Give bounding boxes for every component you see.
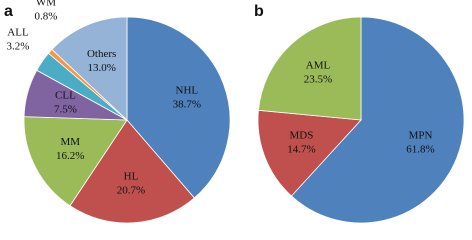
pie-slice xyxy=(290,16,465,224)
slice-label: HL xyxy=(124,170,139,182)
slice-value-label: 7.5% xyxy=(54,104,77,116)
slice-value-label: 38.7% xyxy=(173,98,201,110)
slice-label: WM xyxy=(36,0,56,9)
slice-label: NHL xyxy=(176,84,199,96)
slice-value-label: 3.2% xyxy=(7,41,30,53)
slice-label: ALL xyxy=(7,27,29,39)
slice-value-label: 61.8% xyxy=(406,144,434,156)
slice-value-label: 0.8% xyxy=(35,11,58,23)
panel-label: a xyxy=(4,3,13,20)
slice-value-label: 13.0% xyxy=(87,62,115,74)
slice-label: MM xyxy=(60,136,80,148)
slice-value-label: 20.7% xyxy=(117,184,145,196)
pie-slice xyxy=(257,109,362,197)
slice-label: MDS xyxy=(289,129,313,141)
panel-label: b xyxy=(254,3,264,20)
pie-slice xyxy=(23,116,128,207)
chart: a NHL 38.7% HL 20.7% MM 16.2% CLL 7.5% ALL 3.2% WM 0… xyxy=(4,0,465,224)
pie-slice xyxy=(126,16,231,199)
slice-label: Others xyxy=(87,48,116,60)
slice-label: AML xyxy=(306,59,331,71)
pie-slice xyxy=(258,16,362,121)
slice-value-label: 23.5% xyxy=(304,73,332,85)
slice-value-label: 14.7% xyxy=(287,143,315,155)
slice-value-label: 16.2% xyxy=(56,150,84,162)
pie-slice xyxy=(69,119,195,224)
pie-slice xyxy=(51,16,128,121)
slice-label: CLL xyxy=(55,90,76,102)
slice-label: MPN xyxy=(409,130,433,142)
